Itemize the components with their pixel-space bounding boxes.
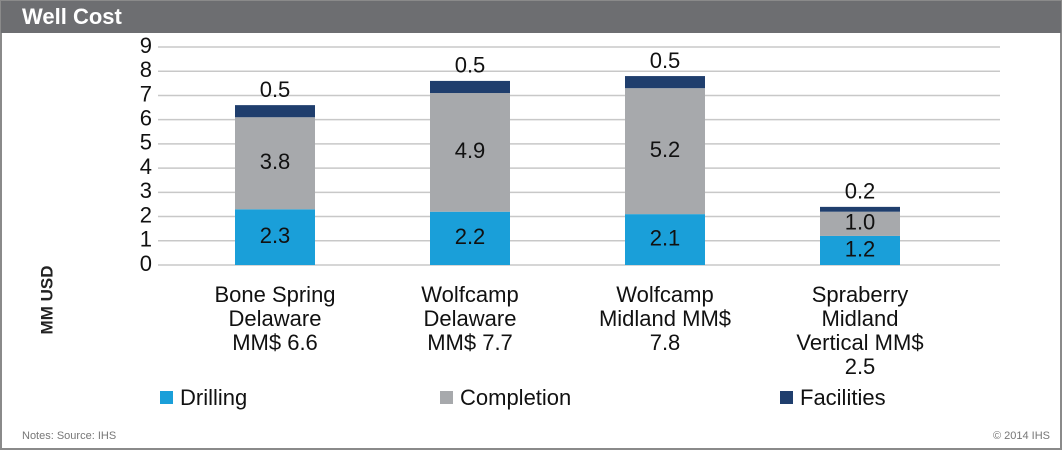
bar-segment <box>235 117 315 210</box>
data-label: 2.1 <box>650 225 681 250</box>
legend-swatch <box>440 391 453 404</box>
data-label: 3.8 <box>260 149 291 174</box>
y-tick-label: 1 <box>140 227 152 252</box>
x-tick-label: Midland MM$ <box>599 306 731 331</box>
x-tick-label: 7.8 <box>650 330 681 355</box>
y-tick-label: 0 <box>140 251 152 276</box>
x-tick-label: Wolfcamp <box>616 282 713 307</box>
data-label: 4.9 <box>455 138 486 163</box>
legend-swatch <box>780 391 793 404</box>
data-label: 0.2 <box>845 179 876 204</box>
bar-segment <box>235 209 315 265</box>
data-label: 5.2 <box>650 137 681 162</box>
bar-segment <box>430 80 510 94</box>
legend-label: Drilling <box>180 385 247 410</box>
bar-segment <box>625 214 705 265</box>
data-label: 1.2 <box>845 236 876 261</box>
x-tick-label: Delaware <box>229 306 322 331</box>
header-bar <box>1 1 1061 33</box>
y-tick-label: 9 <box>140 33 152 58</box>
x-tick-label: Vertical MM$ <box>796 330 923 355</box>
y-axis-label: MM USD <box>37 266 56 335</box>
data-label: 0.5 <box>650 48 681 73</box>
legend-label: Completion <box>460 385 571 410</box>
y-tick-label: 2 <box>140 202 152 227</box>
bar-segment <box>430 93 510 212</box>
x-tick-label: Spraberry <box>812 282 909 307</box>
y-tick-label: 3 <box>140 178 152 203</box>
header-title: Well Cost <box>22 4 123 29</box>
data-label: 1.0 <box>845 210 876 235</box>
copyright: © 2014 IHS <box>993 430 1050 442</box>
y-tick-label: 4 <box>140 154 152 179</box>
bar-segment <box>820 206 900 212</box>
data-label: 0.5 <box>260 77 291 102</box>
x-tick-label: Bone Spring <box>214 282 335 307</box>
legend-label: Facilities <box>800 385 886 410</box>
bar-segment <box>235 105 315 118</box>
bar-segment <box>820 211 900 236</box>
bar-segment <box>625 76 705 89</box>
bar-segment <box>430 211 510 265</box>
notes: Notes: Source: IHS <box>22 430 116 442</box>
x-tick-label: Midland <box>821 306 898 331</box>
x-tick-label: MM$ 7.7 <box>427 330 513 355</box>
legend-swatch <box>160 391 173 404</box>
data-label: 2.2 <box>455 224 486 249</box>
y-tick-label: 5 <box>140 130 152 155</box>
x-tick-label: Delaware <box>424 306 517 331</box>
x-tick-label: Wolfcamp <box>421 282 518 307</box>
x-tick-label: MM$ 6.6 <box>232 330 318 355</box>
data-label: 2.3 <box>260 223 291 248</box>
y-tick-label: 7 <box>140 81 152 106</box>
bar-segment <box>820 235 900 265</box>
bar-segment <box>625 88 705 215</box>
y-tick-label: 8 <box>140 57 152 82</box>
data-label: 0.5 <box>455 53 486 78</box>
x-tick-label: 2.5 <box>845 354 876 379</box>
y-tick-label: 6 <box>140 105 152 130</box>
